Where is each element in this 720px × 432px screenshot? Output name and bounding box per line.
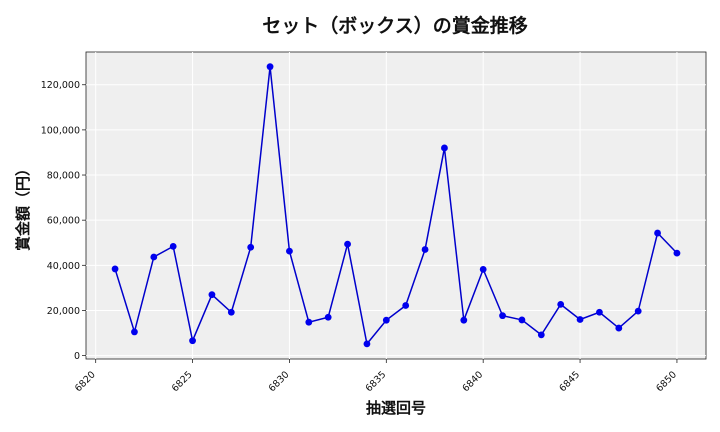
data-point bbox=[227, 308, 235, 316]
y-tick-label: 60,000 bbox=[47, 216, 80, 227]
y-tick-label: 0 bbox=[74, 351, 80, 362]
x-tick-label: 6845 bbox=[557, 369, 582, 394]
data-point bbox=[499, 312, 506, 320]
data-point bbox=[208, 291, 216, 299]
x-tick-label: 6835 bbox=[364, 369, 389, 394]
y-tick-label: 20,000 bbox=[47, 306, 80, 317]
y-axis-label: 賞金額（円） bbox=[14, 161, 32, 251]
data-point bbox=[460, 316, 468, 324]
series-line bbox=[114, 66, 678, 346]
x-tick-label: 6820 bbox=[73, 369, 98, 394]
data-point bbox=[421, 246, 429, 253]
data-point bbox=[305, 318, 313, 326]
data-point bbox=[131, 328, 138, 336]
data-point bbox=[518, 316, 526, 324]
series-group bbox=[111, 63, 681, 348]
data-point bbox=[324, 313, 332, 321]
data-point bbox=[634, 307, 642, 315]
data-point bbox=[402, 302, 410, 309]
plot-area bbox=[85, 51, 707, 360]
data-point bbox=[479, 265, 487, 273]
data-point bbox=[596, 308, 603, 316]
y-tick-label: 40,000 bbox=[47, 261, 80, 272]
data-point bbox=[150, 253, 158, 261]
data-point bbox=[363, 340, 371, 348]
data-point bbox=[576, 316, 584, 323]
data-point bbox=[615, 324, 623, 332]
data-point bbox=[654, 229, 661, 237]
data-point bbox=[673, 249, 681, 257]
x-tick-label: 6840 bbox=[460, 369, 485, 394]
x-tick-label: 6830 bbox=[267, 369, 292, 394]
data-point bbox=[382, 316, 390, 324]
data-point bbox=[266, 63, 274, 71]
y-tick-label: 120,000 bbox=[41, 80, 80, 91]
x-axis: 6820 6825 6830 6835 6840 6845 6850 bbox=[73, 359, 679, 394]
x-axis-label: 抽選回号 bbox=[366, 399, 426, 417]
data-point bbox=[247, 243, 255, 251]
y-tick-label: 80,000 bbox=[47, 171, 80, 182]
y-tick-label: 100,000 bbox=[41, 125, 80, 136]
data-point bbox=[286, 247, 293, 255]
data-point bbox=[537, 331, 545, 339]
data-point bbox=[111, 265, 119, 273]
y-axis: 0 20,000 40,000 60,000 80,000 100,000 120,000 bbox=[41, 80, 86, 362]
data-point bbox=[189, 337, 196, 345]
data-point bbox=[441, 144, 448, 152]
x-tick-label: 6825 bbox=[170, 369, 195, 394]
chart-title: セット（ボックス）の賞金推移 bbox=[262, 14, 527, 37]
data-point bbox=[169, 242, 177, 250]
data-point bbox=[557, 300, 565, 308]
data-point bbox=[344, 240, 351, 248]
grid-lines bbox=[86, 52, 706, 359]
x-tick-label: 6850 bbox=[654, 369, 679, 394]
